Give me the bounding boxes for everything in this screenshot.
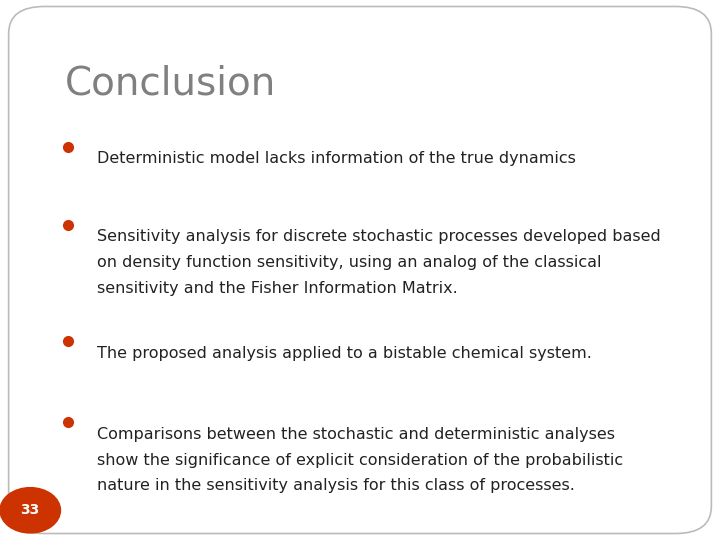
Text: The proposed analysis applied to a bistable chemical system.: The proposed analysis applied to a bista… — [97, 346, 592, 361]
Text: show the significance of explicit consideration of the probabilistic: show the significance of explicit consid… — [97, 453, 624, 468]
Text: on density function sensitivity, using an analog of the classical: on density function sensitivity, using a… — [97, 255, 602, 271]
Text: sensitivity and the Fisher Information Matrix.: sensitivity and the Fisher Information M… — [97, 281, 458, 296]
Text: 33: 33 — [21, 503, 40, 517]
FancyBboxPatch shape — [9, 6, 711, 534]
Text: Comparisons between the stochastic and deterministic analyses: Comparisons between the stochastic and d… — [97, 427, 615, 442]
Text: Deterministic model lacks information of the true dynamics: Deterministic model lacks information of… — [97, 151, 576, 166]
Text: nature in the sensitivity analysis for this class of processes.: nature in the sensitivity analysis for t… — [97, 478, 575, 494]
Text: Sensitivity analysis for discrete stochastic processes developed based: Sensitivity analysis for discrete stocha… — [97, 230, 661, 245]
Circle shape — [0, 488, 60, 533]
Text: Conclusion: Conclusion — [65, 65, 276, 103]
